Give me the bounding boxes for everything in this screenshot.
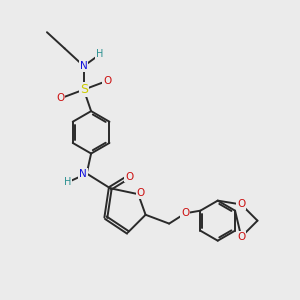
- Text: N: N: [80, 61, 88, 71]
- Text: O: O: [181, 208, 190, 218]
- Text: H: H: [64, 177, 71, 188]
- Text: O: O: [56, 94, 64, 103]
- Text: O: O: [136, 188, 145, 198]
- Text: O: O: [103, 76, 111, 86]
- Text: H: H: [96, 49, 103, 59]
- Text: O: O: [237, 200, 245, 209]
- Text: S: S: [80, 83, 88, 96]
- Text: N: N: [79, 169, 87, 178]
- Text: O: O: [237, 232, 245, 242]
- Text: O: O: [125, 172, 134, 182]
